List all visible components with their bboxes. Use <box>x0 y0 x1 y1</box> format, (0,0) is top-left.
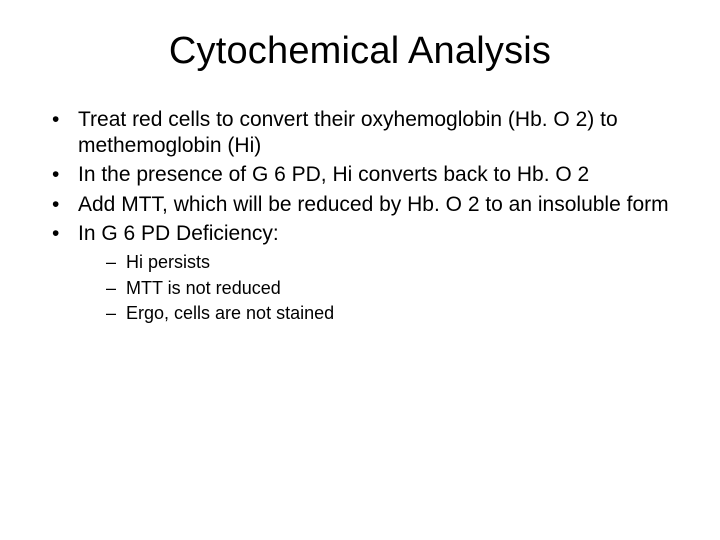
list-item: Treat red cells to convert their oxyhemo… <box>52 107 684 158</box>
list-item: Add MTT, which will be reduced by Hb. O … <box>52 192 684 218</box>
bullet-text: In the presence of G 6 PD, Hi converts b… <box>78 163 589 186</box>
bullet-text: In G 6 PD Deficiency: <box>78 222 279 245</box>
sub-bullet-text: Hi persists <box>126 252 210 272</box>
list-item: MTT is not reduced <box>106 277 684 300</box>
sub-bullet-text: Ergo, cells are not stained <box>126 303 334 323</box>
bullet-list: Treat red cells to convert their oxyhemo… <box>36 107 684 325</box>
list-item: In G 6 PD Deficiency: Hi persists MTT is… <box>52 221 684 324</box>
sub-bullet-list: Hi persists MTT is not reduced Ergo, cel… <box>78 251 684 325</box>
slide-title: Cytochemical Analysis <box>36 30 684 73</box>
bullet-text: Treat red cells to convert their oxyhemo… <box>78 108 618 157</box>
list-item: In the presence of G 6 PD, Hi converts b… <box>52 162 684 188</box>
slide: Cytochemical Analysis Treat red cells to… <box>0 0 720 540</box>
bullet-text: Add MTT, which will be reduced by Hb. O … <box>78 193 669 216</box>
list-item: Hi persists <box>106 251 684 274</box>
sub-bullet-text: MTT is not reduced <box>126 278 281 298</box>
list-item: Ergo, cells are not stained <box>106 302 684 325</box>
